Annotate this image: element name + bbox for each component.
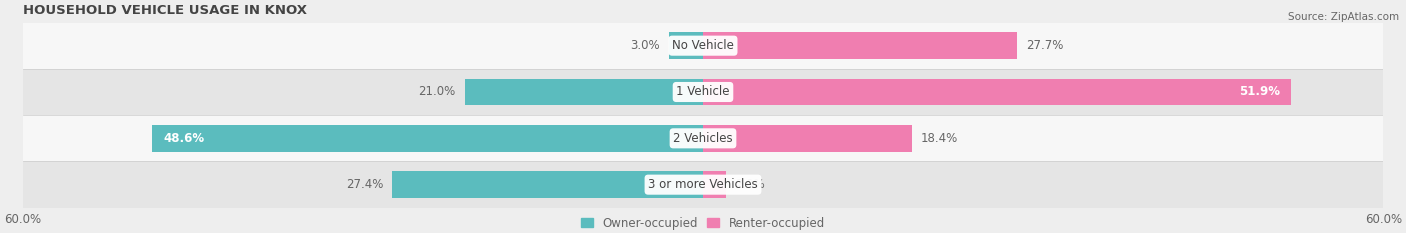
Bar [703, 171, 725, 198]
Bar [703, 79, 1292, 106]
Legend: Owner-occupied, Renter-occupied: Owner-occupied, Renter-occupied [581, 217, 825, 230]
Bar [392, 171, 703, 198]
Bar [703, 125, 911, 152]
Text: 27.7%: 27.7% [1026, 39, 1063, 52]
Bar [465, 79, 703, 106]
Text: No Vehicle: No Vehicle [672, 39, 734, 52]
Text: 3 or more Vehicles: 3 or more Vehicles [648, 178, 758, 191]
Bar [669, 32, 703, 59]
Text: HOUSEHOLD VEHICLE USAGE IN KNOX: HOUSEHOLD VEHICLE USAGE IN KNOX [22, 4, 307, 17]
Text: 3.0%: 3.0% [630, 39, 659, 52]
Text: 27.4%: 27.4% [346, 178, 384, 191]
Bar [22, 161, 1384, 208]
Text: 18.4%: 18.4% [921, 132, 957, 145]
Bar [703, 32, 1017, 59]
Bar [22, 23, 1384, 69]
Bar [152, 125, 703, 152]
Text: 48.6%: 48.6% [163, 132, 204, 145]
Text: 21.0%: 21.0% [419, 86, 456, 99]
Bar [22, 69, 1384, 115]
Text: Source: ZipAtlas.com: Source: ZipAtlas.com [1288, 12, 1399, 22]
Bar [22, 115, 1384, 161]
Text: 1 Vehicle: 1 Vehicle [676, 86, 730, 99]
Text: 2.0%: 2.0% [735, 178, 765, 191]
Text: 51.9%: 51.9% [1239, 86, 1279, 99]
Text: 2 Vehicles: 2 Vehicles [673, 132, 733, 145]
